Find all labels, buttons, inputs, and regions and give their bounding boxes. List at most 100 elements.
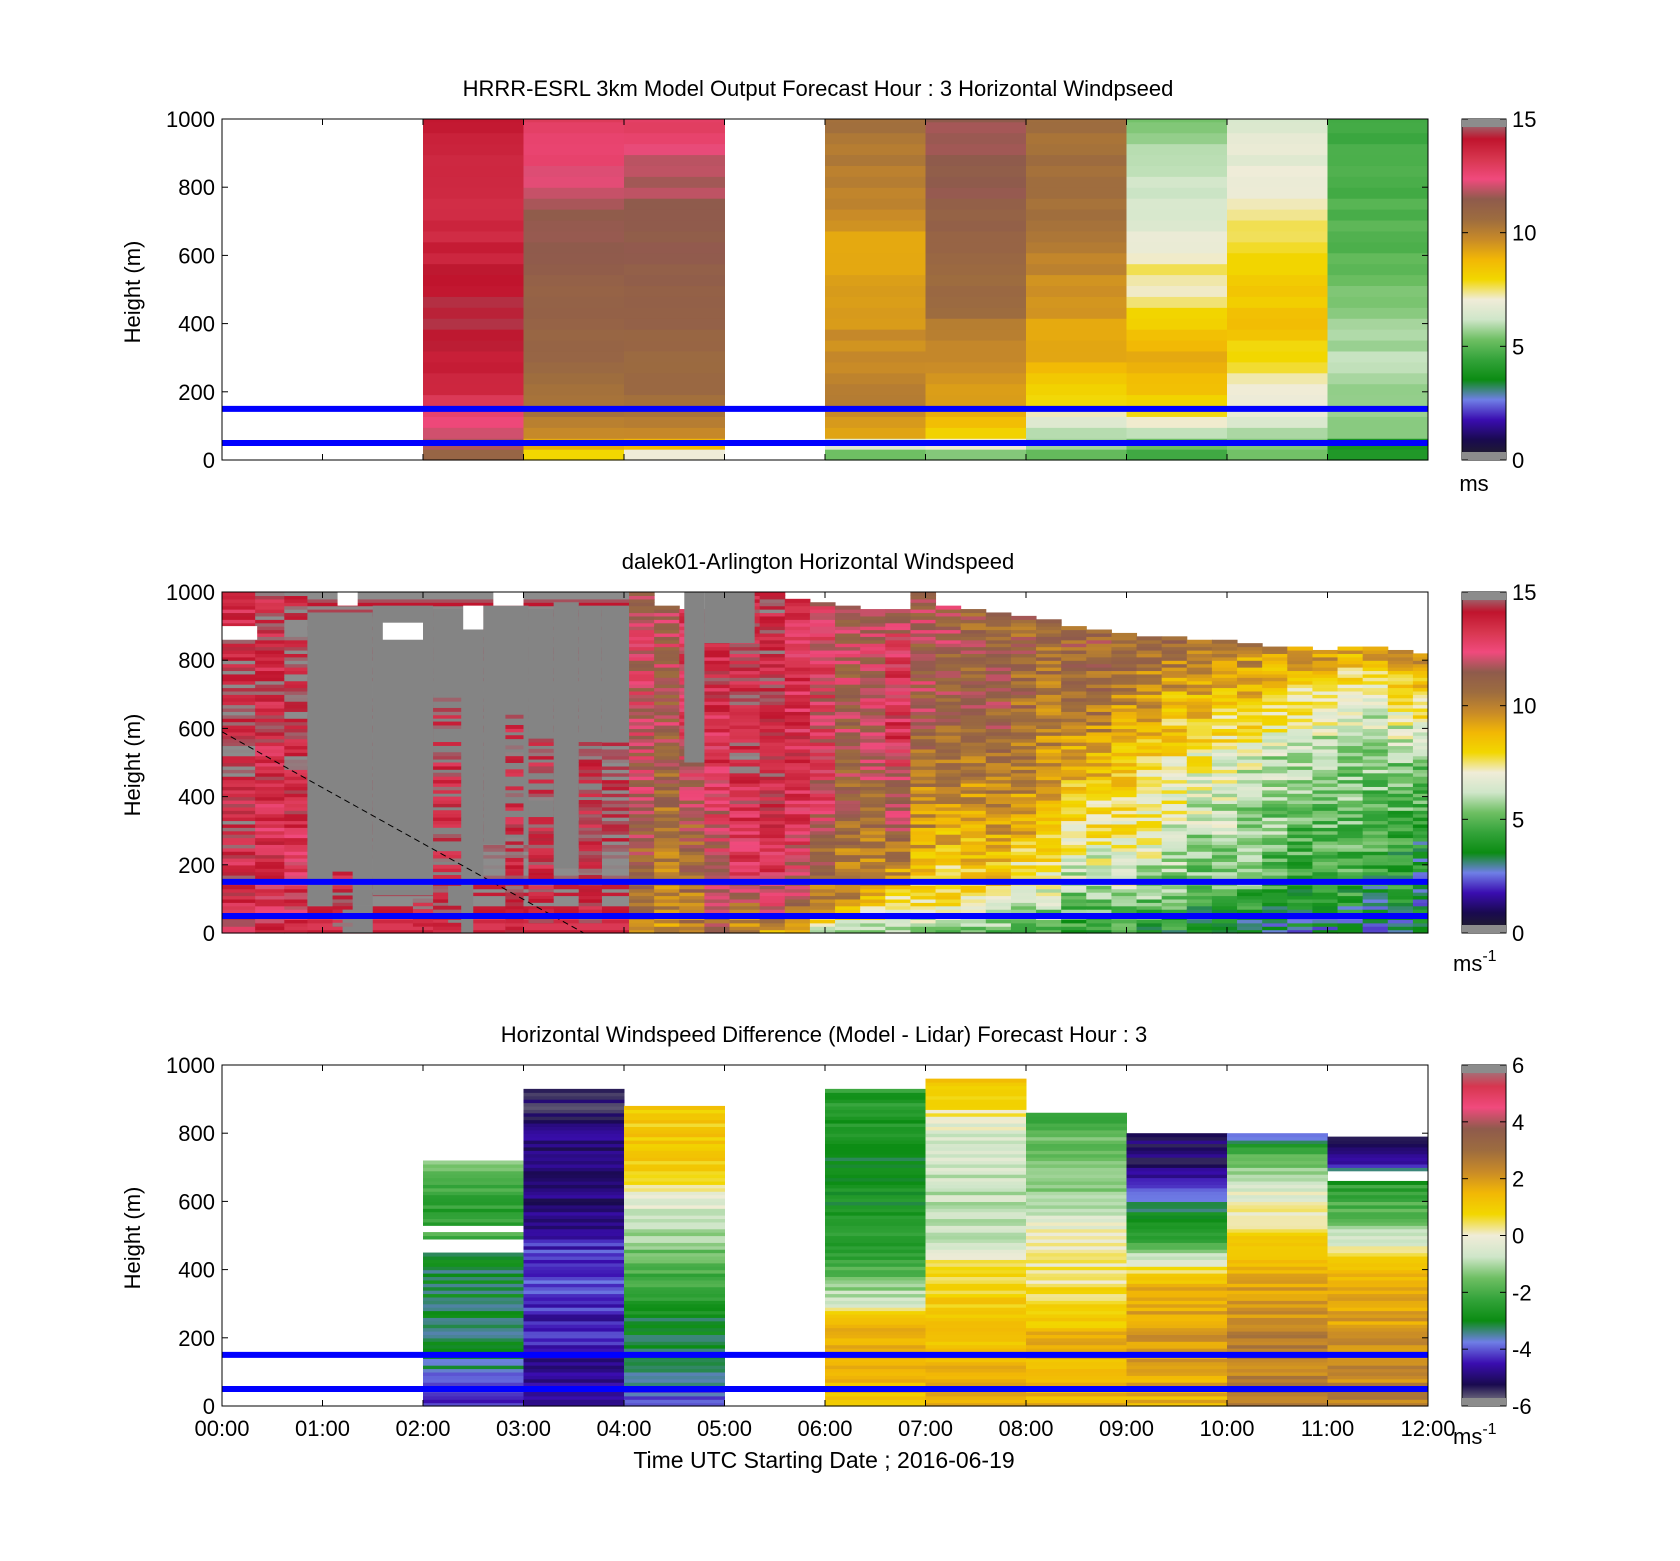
heatmap-cell	[729, 735, 761, 740]
heatmap-cell	[1036, 888, 1062, 893]
heatmap-cell	[412, 898, 434, 903]
heatmap-cell	[704, 851, 731, 856]
heatmap-cell	[1287, 755, 1313, 760]
heatmap-cell	[1312, 820, 1339, 825]
heatmap-cell	[825, 1378, 926, 1383]
heatmap-cell	[704, 864, 731, 869]
heatmap-cell	[1337, 656, 1364, 661]
heatmap-cell	[1211, 721, 1238, 726]
heatmap-cell	[1111, 636, 1138, 641]
heatmap-cell	[1362, 718, 1389, 723]
heatmap-cell	[629, 649, 655, 654]
heatmap-cell	[222, 786, 256, 791]
heatmap-cell	[679, 817, 705, 822]
heatmap-cell	[1312, 898, 1339, 903]
heatmap-cell	[1126, 1382, 1228, 1387]
heatmap-cell	[925, 1269, 1027, 1274]
heatmap-cell	[423, 1330, 524, 1335]
heatmap-cell	[528, 851, 554, 856]
heatmap-cell	[825, 1269, 926, 1274]
heatmap-cell	[1227, 1392, 1328, 1397]
heatmap-cell	[1227, 350, 1328, 363]
heatmap-cell	[1262, 827, 1288, 832]
heatmap-cell	[1086, 786, 1112, 791]
heatmap-cell	[1186, 830, 1213, 835]
heatmap-cell	[704, 663, 731, 668]
heatmap-cell	[1327, 1197, 1429, 1202]
heatmap-cell	[1387, 769, 1414, 774]
heatmap-cell	[528, 892, 554, 896]
heatmap-cell	[284, 632, 308, 637]
heatmap-cell	[729, 864, 761, 869]
heatmap-cell	[523, 1170, 625, 1175]
heatmap-cell	[729, 731, 761, 736]
heatmap-cell	[1111, 864, 1138, 869]
heatmap-cell	[925, 416, 1027, 428]
heatmap-cell	[654, 851, 680, 856]
heatmap-cell	[1337, 728, 1364, 733]
heatmap-cell	[1136, 793, 1163, 798]
heatmap-cell	[825, 1262, 926, 1267]
heatmap-cell	[704, 714, 731, 719]
heatmap-cell	[935, 765, 962, 770]
heatmap-cell	[985, 684, 1012, 689]
heatmap-cell	[784, 823, 811, 828]
heatmap-cell	[1412, 871, 1429, 876]
heatmap-cell	[1262, 694, 1288, 699]
heatmap-cell	[910, 622, 937, 627]
heatmap-cell	[860, 834, 886, 839]
heatmap-cell	[629, 779, 655, 784]
heatmap-cell	[1262, 902, 1288, 907]
heatmap-cell	[1026, 372, 1127, 385]
heatmap-cell	[925, 1296, 1027, 1301]
heatmap-cell	[1227, 219, 1328, 232]
heatmap-cell	[1287, 892, 1313, 897]
heatmap-cell	[578, 864, 602, 869]
heatmap-cell	[1312, 868, 1339, 873]
heatmap-cell	[284, 653, 308, 658]
heatmap-cell	[1061, 626, 1087, 631]
heatmap-cell	[860, 854, 886, 859]
heatmap-cell	[910, 626, 937, 631]
heatmap-cell	[1010, 885, 1037, 890]
heatmap-cell	[935, 827, 962, 832]
heatmap-cell	[885, 612, 911, 617]
heatmap-cell	[255, 786, 285, 791]
heatmap-cell	[825, 1092, 926, 1097]
heatmap-cell	[835, 711, 861, 716]
heatmap-cell	[1211, 649, 1238, 654]
heatmap-cell	[1362, 898, 1389, 903]
gap-region	[337, 592, 358, 606]
heatmap-cell	[1086, 837, 1112, 842]
heatmap-cell	[1026, 1358, 1127, 1363]
heatmap-cell	[1327, 219, 1429, 232]
heatmap-cell	[1262, 929, 1288, 934]
heatmap-cell	[860, 612, 886, 617]
heatmap-cell	[960, 680, 987, 685]
heatmap-cell	[629, 806, 655, 811]
heatmap-cell	[825, 1109, 926, 1114]
heatmap-cell	[1237, 752, 1263, 757]
heatmap-cell	[1126, 1283, 1228, 1288]
heatmap-cell	[433, 803, 462, 808]
heatmap-cell	[835, 817, 861, 822]
heatmap-cell	[1126, 1157, 1228, 1162]
heatmap-cell	[1036, 626, 1062, 631]
heatmap-cell	[729, 840, 761, 845]
heatmap-cell	[935, 919, 962, 924]
heatmap-cell	[1036, 639, 1062, 644]
heatmap-cell	[654, 755, 680, 760]
heatmap-cell	[704, 718, 731, 723]
heatmap-cell	[1036, 885, 1062, 890]
heatmap-cell	[825, 339, 926, 352]
heatmap-cell	[985, 765, 1012, 770]
heatmap-cell	[1136, 656, 1163, 661]
heatmap-cell	[1327, 252, 1429, 265]
heatmap-cell	[1327, 274, 1429, 287]
heatmap-cell	[1010, 905, 1037, 910]
heatmap-cell	[1161, 701, 1188, 706]
heatmap-cell	[925, 383, 1027, 396]
heatmap-cell	[835, 673, 861, 678]
heatmap-cell	[222, 885, 256, 890]
